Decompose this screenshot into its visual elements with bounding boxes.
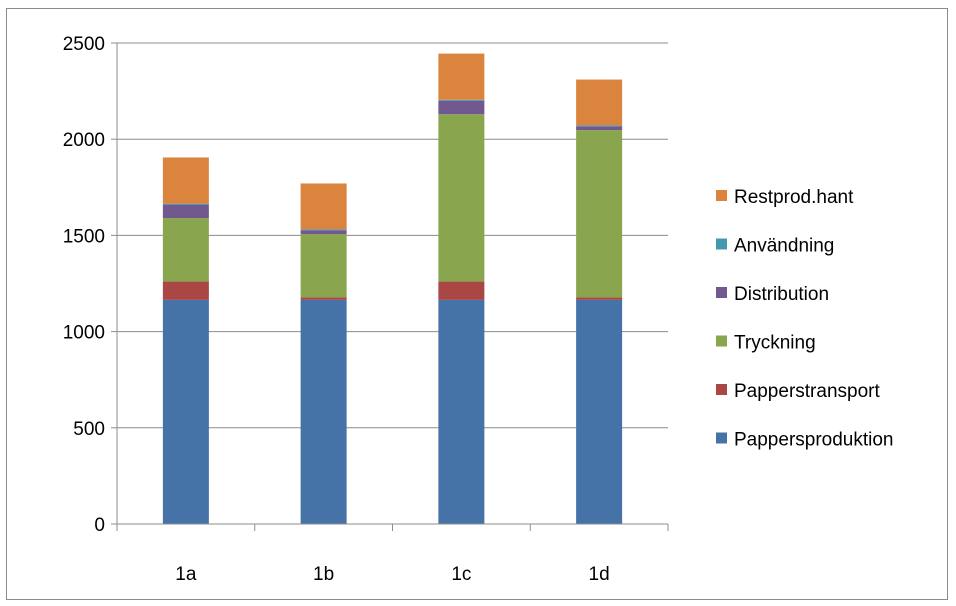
bar-segment-1c-Tryckning: [438, 114, 485, 282]
bar-segment-1a-Distribution: [162, 204, 209, 219]
axes: 0 500 1000 1500 2000 2500 1a 1b 1c 1d: [63, 34, 669, 585]
bar-segment-1d-Papperstransport: [576, 297, 623, 300]
bar-segment-1b-Pappersproduktion: [300, 299, 347, 524]
x-tick-label: 1c: [451, 564, 471, 585]
y-tick-label: 1000: [63, 323, 105, 344]
bar-segment-1b-Tryckning: [300, 234, 347, 298]
legend: Restprod.hant Användning Distribution Tryck…: [716, 187, 894, 451]
legend-label: Pappersproduktion: [734, 430, 894, 451]
bar-segment-1c-Användning: [438, 99, 485, 101]
bar-segment-1c-Distribution: [438, 100, 485, 115]
bar-segment-1d-Användning: [576, 125, 623, 127]
bar-segment-1d-Restprod.hant: [576, 79, 623, 126]
legend-label: Papperstransport: [734, 381, 880, 402]
bar-segment-1a-Pappersproduktion: [162, 299, 209, 524]
bar-segment-1c-Restprod.hant: [438, 53, 485, 100]
legend-label: Tryckning: [734, 333, 816, 354]
legend-label: Restprod.hant: [734, 187, 854, 208]
bar-segment-1b-Restprod.hant: [300, 183, 347, 230]
bar-segment-1c-Papperstransport: [438, 281, 485, 300]
y-tick-label: 0: [94, 515, 105, 536]
x-tick-label: 1a: [175, 564, 197, 585]
legend-label: Användning: [734, 236, 834, 257]
y-tick-label: 2500: [63, 34, 105, 55]
legend-swatch: [716, 384, 727, 395]
bar-segment-1b-Distribution: [300, 230, 347, 235]
bars: [162, 53, 623, 524]
bar-segment-1d-Pappersproduktion: [576, 299, 623, 524]
bar-segment-1b-Användning: [300, 229, 347, 231]
bar-segment-1a-Papperstransport: [162, 281, 209, 300]
legend-swatch: [716, 190, 727, 201]
x-tick-label: 1d: [589, 564, 610, 585]
x-tick-label: 1b: [313, 564, 334, 585]
legend-label: Distribution: [734, 284, 829, 305]
bar-segment-1a-Användning: [162, 203, 209, 205]
y-tick-label: 500: [73, 419, 105, 440]
bar-segment-1c-Pappersproduktion: [438, 299, 485, 524]
bar-segment-1b-Papperstransport: [300, 297, 347, 300]
bar-segment-1d-Distribution: [576, 126, 623, 131]
legend-swatch: [716, 287, 727, 298]
legend-swatch: [716, 432, 727, 444]
y-tick-label: 2000: [63, 130, 105, 151]
y-tick-label: 1500: [63, 226, 105, 247]
legend-swatch: [716, 238, 727, 250]
bar-segment-1a-Restprod.hant: [162, 157, 209, 204]
bar-segment-1d-Tryckning: [576, 130, 623, 298]
legend-swatch: [716, 335, 727, 347]
bar-segment-1a-Tryckning: [162, 218, 209, 282]
